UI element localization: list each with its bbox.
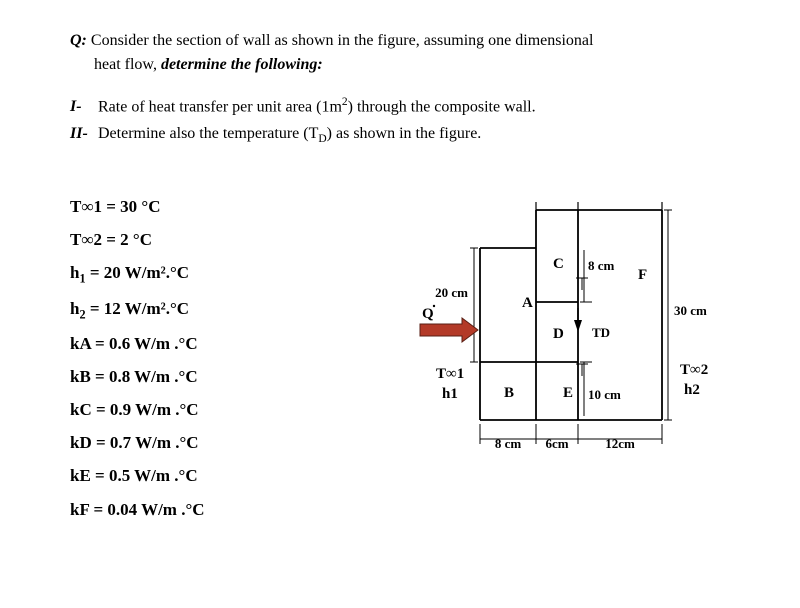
svg-text:h1: h1: [442, 386, 458, 402]
question-line2: heat flow, determine the following:: [94, 54, 740, 76]
svg-text:E: E: [563, 385, 573, 401]
item-i: I- Rate of heat transfer per unit area (…: [70, 93, 740, 121]
svg-text:10 cm: 10 cm: [588, 387, 621, 402]
svg-text:T∞1: T∞1: [436, 366, 464, 382]
wall-diagram: 20 cm30 cm8 cm10 cm8 cm6cm12cmAABCDEFTDQ…: [350, 200, 750, 490]
q-label: Q:: [70, 30, 87, 52]
svg-text:Q: Q: [422, 306, 434, 322]
param-tinf1: T∞1 = 30 °C: [70, 190, 350, 223]
svg-text:8 cm: 8 cm: [588, 258, 615, 273]
svg-text:B: B: [504, 385, 514, 401]
param-kf: kF = 0.04 W/m .°C: [70, 493, 350, 526]
param-ke: kE = 0.5 W/m .°C: [70, 459, 350, 492]
question-line1: Q: Consider the section of wall as shown…: [70, 30, 740, 52]
svg-text:D: D: [553, 326, 564, 342]
figure: 20 cm30 cm8 cm10 cm8 cm6cm12cmAABCDEFTDQ…: [350, 190, 740, 526]
parameters-list: T∞1 = 30 °C T∞2 = 2 °C h1 = 20 W/m².°C h…: [70, 190, 350, 526]
param-h1: h1 = 20 W/m².°C: [70, 256, 350, 291]
svg-text:A: A: [522, 295, 533, 311]
param-kd: kD = 0.7 W/m .°C: [70, 426, 350, 459]
svg-text:30 cm: 30 cm: [674, 303, 707, 318]
q-text-2a: heat flow,: [94, 56, 161, 73]
param-ka: kA = 0.6 W/m .°C: [70, 327, 350, 360]
svg-text:8 cm: 8 cm: [495, 436, 522, 451]
param-tinf2: T∞2 = 2 °C: [70, 223, 350, 256]
svg-text:F: F: [638, 267, 647, 283]
param-kc: kC = 0.9 W/m .°C: [70, 393, 350, 426]
item-i-text: Rate of heat transfer per unit area (1m2…: [98, 93, 536, 121]
svg-text:h2: h2: [684, 382, 700, 398]
item-ii-num: II-: [70, 120, 98, 147]
item-i-num: I-: [70, 93, 98, 120]
item-ii-text: Determine also the temperature (TD) as s…: [98, 120, 481, 150]
svg-text:C: C: [553, 256, 564, 272]
param-kb: kB = 0.8 W/m .°C: [70, 360, 350, 393]
svg-text:6cm: 6cm: [545, 436, 568, 451]
q-text-2b: determine the following:: [161, 56, 323, 73]
q-text-1: Consider the section of wall as shown in…: [91, 30, 594, 52]
svg-text:20 cm: 20 cm: [435, 285, 468, 300]
param-h2: h2 = 12 W/m².°C: [70, 292, 350, 327]
svg-text:T∞2: T∞2: [680, 362, 708, 378]
svg-text:TD: TD: [592, 325, 610, 340]
item-ii: II- Determine also the temperature (TD) …: [70, 120, 740, 150]
svg-text:12cm: 12cm: [605, 436, 635, 451]
